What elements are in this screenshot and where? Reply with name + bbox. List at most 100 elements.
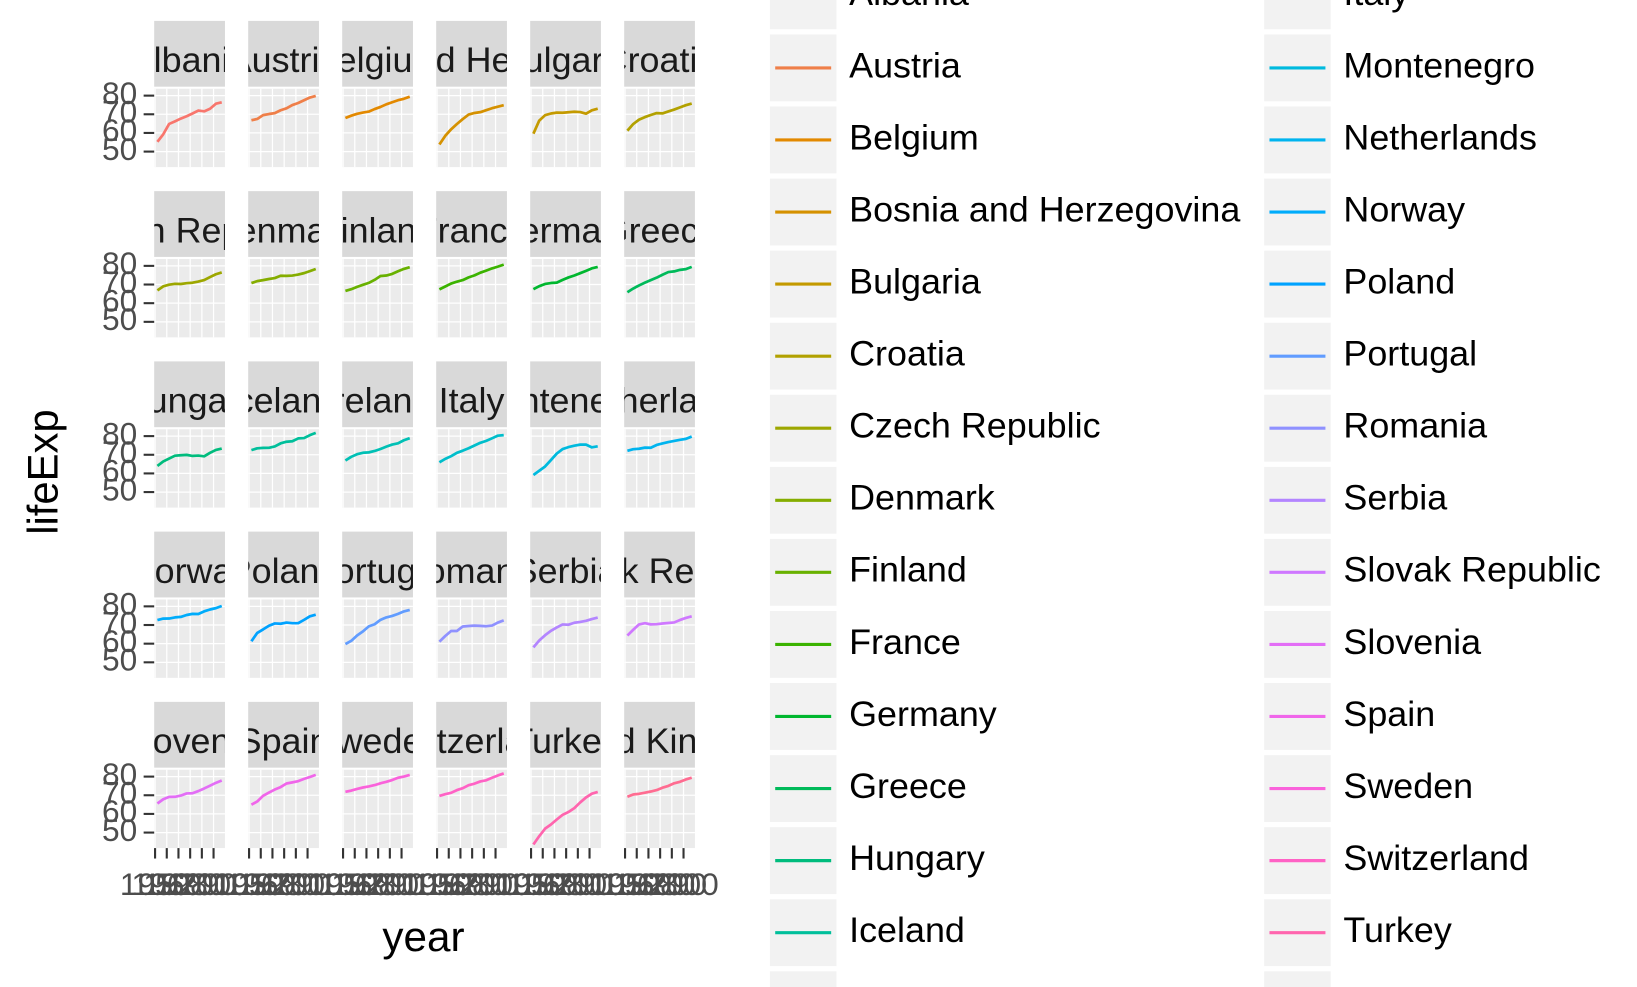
strip-label: Slovenia xyxy=(121,721,259,761)
y-tick-label: 60 xyxy=(102,623,137,659)
strip xyxy=(342,531,413,598)
x-tick-label: 1980 xyxy=(343,866,413,902)
legend-label: Austria xyxy=(849,45,961,85)
legend-label: Finland xyxy=(849,550,967,590)
strip-label: Montenegro xyxy=(470,381,662,421)
legend-label: Netherlands xyxy=(1343,118,1537,158)
strip-label: United Kingdom xyxy=(532,721,787,761)
legend-label: Turkey xyxy=(1343,910,1452,950)
y-tick-label: 80 xyxy=(102,416,137,452)
series-line xyxy=(627,435,693,453)
legend-label: France xyxy=(849,622,961,662)
y-tick-label: 50 xyxy=(102,642,137,678)
x-tick-label: 1980 xyxy=(437,866,507,902)
series-line xyxy=(344,608,411,646)
x-tick-label: 1960 xyxy=(602,866,672,902)
series-line xyxy=(250,613,317,643)
x-tick-label: 1950 xyxy=(402,866,472,902)
x-tick-label: 1970 xyxy=(425,866,495,902)
strip-label: France xyxy=(416,210,528,250)
series-line xyxy=(156,271,223,292)
strip xyxy=(530,361,601,428)
legend-label: Romania xyxy=(1343,406,1487,446)
strip-label: Spain xyxy=(238,721,330,761)
x-tick-label: 1990 xyxy=(261,866,331,902)
x-tick-label: 1990 xyxy=(449,866,519,902)
strip-label: Netherlands xyxy=(563,381,757,421)
x-tick-label: 1990 xyxy=(543,866,613,902)
y-tick-label: 80 xyxy=(102,756,137,792)
legend-label: Bosnia and Herzegovina xyxy=(849,190,1240,230)
legend-key xyxy=(769,0,837,30)
x-tick-label: 1960 xyxy=(132,866,202,902)
legend-label: Norway xyxy=(1343,190,1465,230)
legend-label: Greece xyxy=(849,766,967,806)
y-tick-label: 70 xyxy=(102,94,137,130)
series-line xyxy=(156,100,223,143)
x-tick-label: 1950 xyxy=(214,866,284,902)
legend-label: Italy xyxy=(1343,0,1409,13)
x-tick-label: 1950 xyxy=(590,866,660,902)
legend-label: Hungary xyxy=(849,838,985,878)
legend-label: Bulgaria xyxy=(849,262,981,302)
x-tick-label: 1980 xyxy=(625,866,695,902)
x-tick-label: 1950 xyxy=(308,866,378,902)
series-line xyxy=(626,615,693,637)
strip-label: Croatia xyxy=(602,40,718,80)
strip xyxy=(154,531,225,598)
y-tick-label: 80 xyxy=(102,586,137,622)
legend-label: Montenegro xyxy=(1343,45,1535,85)
strip-label: Poland xyxy=(228,551,340,591)
strip-label: Bulgaria xyxy=(500,40,632,80)
x-tick-label: 2000 xyxy=(178,866,248,902)
x-tick-label: 2000 xyxy=(554,866,624,902)
x-tick-label: 1970 xyxy=(519,866,589,902)
legend-key xyxy=(1264,0,1331,30)
series-line xyxy=(439,772,505,798)
series-line xyxy=(438,263,505,291)
x-tick-label: 1980 xyxy=(249,866,319,902)
x-tick-label: 1960 xyxy=(414,866,484,902)
y-tick-label: 50 xyxy=(102,301,137,337)
x-tick-label: 1960 xyxy=(508,866,578,902)
x-tick-label: 1970 xyxy=(613,866,683,902)
series-line xyxy=(344,436,411,462)
strip xyxy=(624,531,695,598)
legend-label: Poland xyxy=(1343,262,1455,302)
strip xyxy=(154,361,225,428)
y-tick-label: 80 xyxy=(102,245,137,281)
y-axis-title: lifeExp xyxy=(19,409,66,534)
strip xyxy=(342,191,413,257)
series-line xyxy=(532,107,599,135)
strip-label: Germany xyxy=(492,210,640,250)
legend-label: Denmark xyxy=(849,478,995,518)
y-tick-label: 60 xyxy=(102,793,137,829)
strip xyxy=(436,531,507,598)
y-tick-label: 50 xyxy=(102,812,137,848)
strip-label: Italy xyxy=(439,381,505,421)
y-tick-label: 70 xyxy=(102,434,137,470)
y-tick-label: 70 xyxy=(102,604,137,640)
strip-label: Denmark xyxy=(211,210,357,250)
strip xyxy=(436,361,507,428)
strip-label: Slovak Republic xyxy=(531,551,788,591)
series-line xyxy=(345,265,411,293)
strip-label: Serbia xyxy=(514,551,618,591)
legend-label: Croatia xyxy=(849,334,965,374)
strip xyxy=(624,20,695,87)
series-line xyxy=(626,102,693,132)
series-line xyxy=(250,267,317,285)
strip-label: Sweden xyxy=(313,721,443,761)
x-tick-label: 1970 xyxy=(143,866,213,902)
strip xyxy=(624,191,695,257)
series-line xyxy=(157,604,223,622)
series-line xyxy=(250,431,317,452)
x-axis-title: year xyxy=(382,913,464,960)
y-tick-label: 70 xyxy=(102,264,137,300)
legend-label: Ireland xyxy=(849,982,959,987)
x-tick-label: 2000 xyxy=(366,866,436,902)
strip xyxy=(342,361,413,428)
x-tick-label: 1990 xyxy=(355,866,425,902)
strip xyxy=(154,20,225,87)
